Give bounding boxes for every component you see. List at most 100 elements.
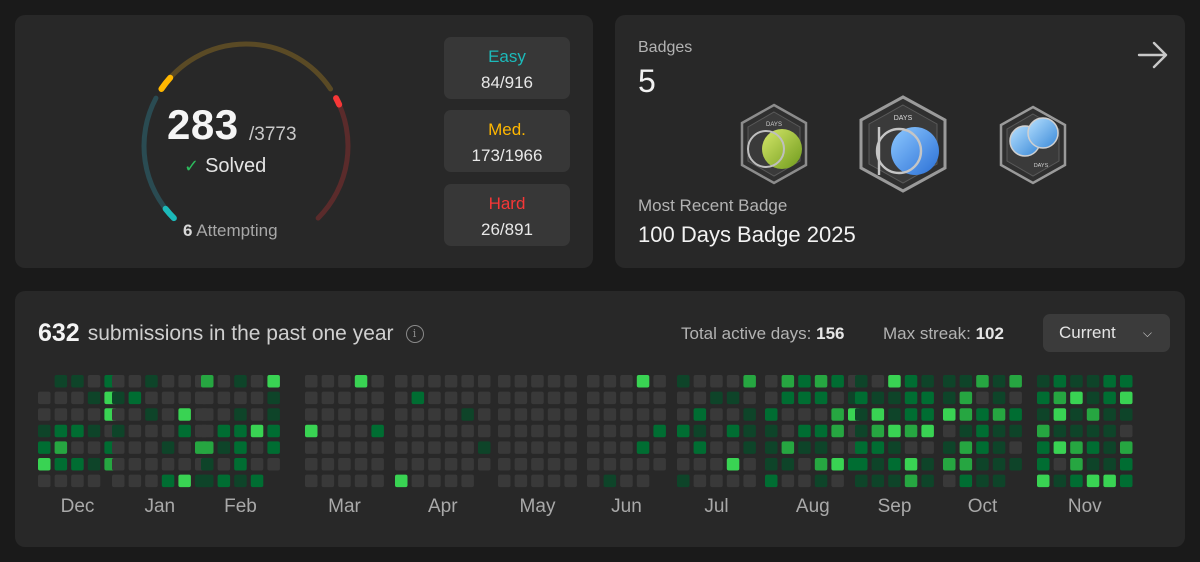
heatmap-day-cell[interactable] bbox=[904, 408, 918, 421]
heatmap-day-cell[interactable] bbox=[531, 408, 544, 421]
heatmap-day-cell[interactable] bbox=[354, 408, 368, 421]
heatmap-day-cell[interactable] bbox=[855, 408, 868, 421]
heatmap-day-cell[interactable] bbox=[478, 424, 491, 438]
heatmap-day-cell[interactable] bbox=[798, 375, 811, 388]
heatmap-day-cell[interactable] bbox=[395, 408, 408, 421]
heatmap-day-cell[interactable] bbox=[38, 441, 51, 454]
heatmap-day-cell[interactable] bbox=[710, 441, 723, 454]
heatmap-day-cell[interactable] bbox=[354, 474, 368, 488]
heatmap-day-cell[interactable] bbox=[461, 474, 474, 488]
heatmap-day-cell[interactable] bbox=[161, 458, 175, 471]
heatmap-day-cell[interactable] bbox=[743, 458, 756, 471]
recent-badge-name[interactable]: 100 Days Badge 2025 bbox=[638, 222, 856, 247]
heatmap-day-cell[interactable] bbox=[653, 375, 666, 388]
heatmap-day-cell[interactable] bbox=[87, 375, 101, 388]
heatmap-day-cell[interactable] bbox=[1009, 458, 1022, 471]
heatmap-day-cell[interactable] bbox=[514, 375, 528, 388]
heatmap-day-cell[interactable] bbox=[710, 474, 723, 488]
heatmap-day-cell[interactable] bbox=[781, 424, 795, 438]
heatmap-day-cell[interactable] bbox=[781, 391, 795, 405]
heatmap-day-cell[interactable] bbox=[201, 375, 214, 388]
heatmap-day-cell[interactable] bbox=[943, 458, 956, 471]
heatmap-day-cell[interactable] bbox=[726, 424, 740, 438]
heatmap-day-cell[interactable] bbox=[1070, 441, 1083, 454]
heatmap-day-cell[interactable] bbox=[145, 391, 158, 405]
heatmap-day-cell[interactable] bbox=[71, 424, 84, 438]
heatmap-day-cell[interactable] bbox=[267, 441, 280, 454]
heatmap-day-cell[interactable] bbox=[444, 391, 458, 405]
heatmap-day-cell[interactable] bbox=[250, 391, 264, 405]
heatmap-day-cell[interactable] bbox=[677, 458, 690, 471]
heatmap-day-cell[interactable] bbox=[814, 424, 828, 438]
heatmap-day-cell[interactable] bbox=[547, 391, 561, 405]
heatmap-day-cell[interactable] bbox=[87, 391, 101, 405]
heatmap-day-cell[interactable] bbox=[395, 391, 408, 405]
heatmap-day-cell[interactable] bbox=[354, 441, 368, 454]
heatmap-day-cell[interactable] bbox=[693, 391, 707, 405]
range-select[interactable]: Current ⌵ bbox=[1043, 314, 1170, 352]
heatmap-day-cell[interactable] bbox=[653, 408, 666, 421]
heatmap-day-cell[interactable] bbox=[305, 474, 318, 488]
heatmap-day-cell[interactable] bbox=[693, 424, 707, 438]
heatmap-day-cell[interactable] bbox=[54, 441, 68, 454]
heatmap-day-cell[interactable] bbox=[726, 458, 740, 471]
heatmap-day-cell[interactable] bbox=[514, 424, 528, 438]
heatmap-day-cell[interactable] bbox=[1009, 391, 1022, 405]
heatmap-day-cell[interactable] bbox=[904, 441, 918, 454]
heatmap-day-cell[interactable] bbox=[587, 391, 600, 405]
heatmap-day-cell[interactable] bbox=[992, 474, 1006, 488]
100-days-badge-icon[interactable]: DAYS bbox=[857, 95, 949, 193]
heatmap-day-cell[interactable] bbox=[921, 441, 934, 454]
heatmap-day-cell[interactable] bbox=[959, 424, 973, 438]
heatmap-day-cell[interactable] bbox=[831, 408, 844, 421]
heatmap-day-cell[interactable] bbox=[943, 474, 956, 488]
heatmap-day-cell[interactable] bbox=[693, 458, 707, 471]
heatmap-day-cell[interactable] bbox=[112, 424, 125, 438]
heatmap-day-cell[interactable] bbox=[1053, 424, 1067, 438]
heatmap-day-cell[interactable] bbox=[831, 391, 844, 405]
heatmap-day-cell[interactable] bbox=[128, 458, 142, 471]
heatmap-day-cell[interactable] bbox=[1120, 441, 1133, 454]
heatmap-day-cell[interactable] bbox=[531, 391, 544, 405]
heatmap-day-cell[interactable] bbox=[798, 458, 811, 471]
heatmap-day-cell[interactable] bbox=[1037, 408, 1050, 421]
heatmap-day-cell[interactable] bbox=[765, 458, 778, 471]
heatmap-day-cell[interactable] bbox=[888, 408, 901, 421]
heatmap-day-cell[interactable] bbox=[498, 391, 511, 405]
heatmap-day-cell[interactable] bbox=[71, 391, 84, 405]
heatmap-day-cell[interactable] bbox=[547, 474, 561, 488]
heatmap-day-cell[interactable] bbox=[428, 441, 441, 454]
heatmap-day-cell[interactable] bbox=[710, 458, 723, 471]
heatmap-day-cell[interactable] bbox=[201, 424, 214, 438]
heatmap-day-cell[interactable] bbox=[855, 424, 868, 438]
heatmap-day-cell[interactable] bbox=[921, 391, 934, 405]
50-days-badge-icon[interactable]: DAYS bbox=[738, 103, 810, 185]
heatmap-day-cell[interactable] bbox=[871, 441, 885, 454]
heatmap-day-cell[interactable] bbox=[1037, 375, 1050, 388]
heatmap-day-cell[interactable] bbox=[234, 458, 247, 471]
heatmap-day-cell[interactable] bbox=[1009, 424, 1022, 438]
heatmap-day-cell[interactable] bbox=[653, 424, 666, 438]
heatmap-day-cell[interactable] bbox=[321, 408, 335, 421]
heatmap-day-cell[interactable] bbox=[603, 408, 617, 421]
heatmap-day-cell[interactable] bbox=[943, 408, 956, 421]
heatmap-day-cell[interactable] bbox=[87, 474, 101, 488]
heatmap-day-cell[interactable] bbox=[1086, 408, 1100, 421]
heatmap-day-cell[interactable] bbox=[428, 408, 441, 421]
heatmap-day-cell[interactable] bbox=[726, 408, 740, 421]
heatmap-day-cell[interactable] bbox=[1070, 408, 1083, 421]
heatmap-day-cell[interactable] bbox=[587, 474, 600, 488]
heatmap-day-cell[interactable] bbox=[1103, 474, 1116, 488]
heatmap-day-cell[interactable] bbox=[798, 441, 811, 454]
heatmap-day-cell[interactable] bbox=[250, 441, 264, 454]
heatmap-day-cell[interactable] bbox=[693, 474, 707, 488]
heatmap-day-cell[interactable] bbox=[636, 441, 650, 454]
heatmap-day-cell[interactable] bbox=[338, 391, 351, 405]
heatmap-day-cell[interactable] bbox=[943, 375, 956, 388]
heatmap-day-cell[interactable] bbox=[1070, 474, 1083, 488]
heatmap-day-cell[interactable] bbox=[338, 474, 351, 488]
heatmap-day-cell[interactable] bbox=[855, 474, 868, 488]
heatmap-day-cell[interactable] bbox=[112, 391, 125, 405]
heatmap-day-cell[interactable] bbox=[71, 458, 84, 471]
heatmap-day-cell[interactable] bbox=[234, 408, 247, 421]
